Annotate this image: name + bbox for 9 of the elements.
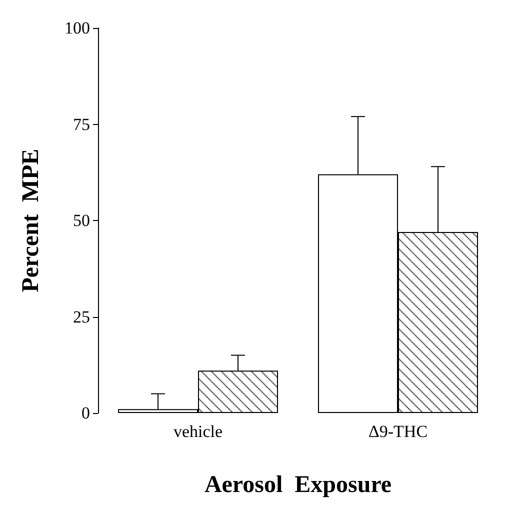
x-tick-label: vehicle (173, 422, 223, 441)
x-tick-label: Δ9-THC (368, 422, 428, 441)
y-tick-label: 50 (73, 211, 90, 230)
y-tick-label: 0 (82, 404, 90, 422)
y-axis-title: Percent MPE (18, 148, 44, 292)
y-tick-label: 100 (64, 18, 90, 38)
x-axis-title: Aerosol Exposure (204, 472, 392, 498)
y-tick-label: 75 (73, 114, 90, 134)
y-tick-label: 25 (73, 307, 90, 326)
